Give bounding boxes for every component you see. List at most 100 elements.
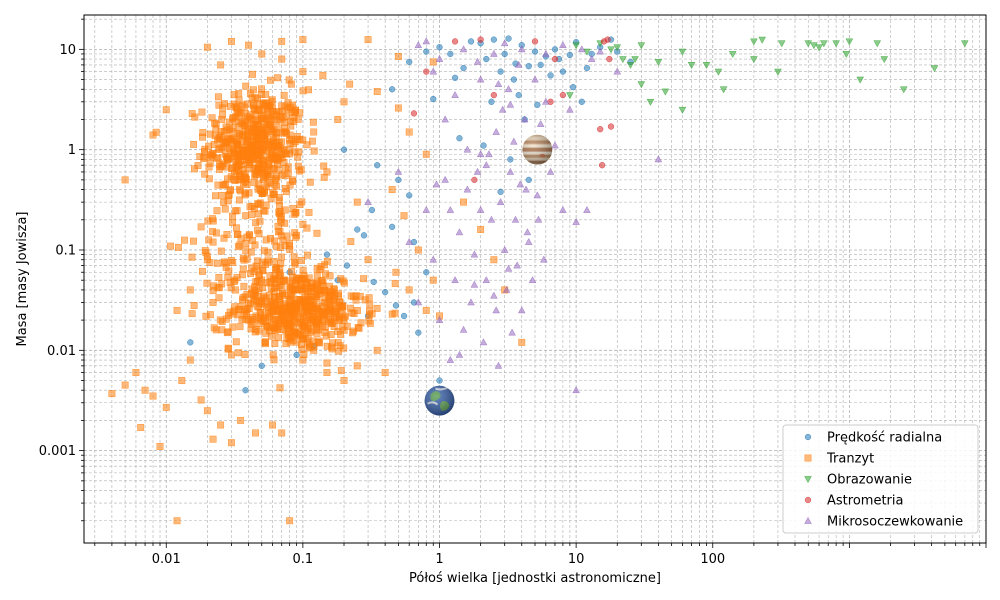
point-tranzyt [256, 106, 264, 114]
point-tranzyt [356, 292, 364, 300]
point-tranzyt [225, 145, 233, 153]
point-tranzyt [360, 275, 368, 283]
point-tranzyt [323, 257, 331, 265]
point-tranzyt [239, 265, 247, 273]
point-tranzyt [190, 302, 198, 309]
series-circle [410, 36, 615, 184]
point-obrazowanie [899, 86, 908, 94]
point-tranzyt [254, 155, 262, 163]
point-mikrosoczewkowanie [559, 41, 567, 49]
point-tranzyt [394, 52, 402, 60]
point-tranzyt [325, 282, 333, 290]
point-tranzyt [334, 290, 342, 298]
planet-images [424, 134, 553, 416]
point-predkosc-radialna [406, 58, 413, 66]
point-tranzyt [243, 100, 251, 108]
point-astrometria [477, 36, 484, 43]
point-predkosc-radialna [360, 232, 368, 239]
point-tranzyt [280, 159, 288, 166]
point-tranzyt [191, 113, 199, 121]
point-tranzyt [275, 307, 283, 315]
point-tranzyt [209, 228, 217, 236]
point-mikrosoczewkowanie [476, 75, 485, 83]
point-tranzyt [298, 198, 306, 206]
point-tranzyt [299, 220, 307, 228]
point-mikrosoczewkowanie [490, 291, 498, 299]
point-tranzyt [221, 100, 228, 108]
legend-label: Mikrosoczewkowanie [827, 515, 963, 530]
point-tranzyt [263, 302, 271, 310]
point-tranzyt [284, 170, 292, 178]
point-tranzyt [388, 310, 396, 318]
point-predkosc-radialna [497, 188, 504, 195]
point-mikrosoczewkowanie [405, 237, 414, 245]
point-predkosc-radialna [381, 288, 389, 296]
point-tranzyt [373, 346, 381, 354]
point-obrazowanie [758, 36, 766, 44]
point-tranzyt [241, 191, 249, 199]
point-mikrosoczewkowanie [559, 205, 567, 213]
point-tranzyt [338, 323, 346, 331]
x-axis-label: Półoś wielka [jednostki astronomiczne] [409, 571, 661, 586]
point-tranzyt [337, 304, 345, 312]
point-predkosc-radialna [340, 146, 348, 153]
point-tranzyt [299, 68, 307, 76]
point-tranzyt [243, 233, 251, 241]
point-tranzyt [239, 254, 247, 262]
point-tranzyt [313, 272, 321, 279]
point-tranzyt [149, 131, 157, 139]
point-tranzyt [262, 172, 270, 180]
point-mikrosoczewkowanie [587, 54, 596, 62]
point-mikrosoczewkowanie [541, 49, 550, 57]
point-tranzyt [355, 324, 363, 332]
point-tranzyt [314, 338, 322, 346]
point-tranzyt [213, 259, 221, 267]
point-mikrosoczewkowanie [476, 205, 485, 213]
point-tranzyt [205, 163, 213, 171]
point-mikrosoczewkowanie [654, 155, 663, 163]
legend: Prędkość radialna Tranzyt Obrazowanie Astro… [782, 424, 979, 534]
point-tranzyt [205, 175, 213, 183]
point-tranzyt [235, 349, 243, 357]
point-tranzyt [340, 98, 348, 106]
point-mikrosoczewkowanie [577, 45, 586, 53]
point-predkosc-radialna [547, 72, 554, 79]
point-tranzyt [391, 280, 399, 288]
point-astrometria [410, 110, 418, 117]
point-tranzyt [264, 248, 272, 256]
point-mikrosoczewkowanie [498, 105, 507, 113]
point-predkosc-radialna [406, 192, 413, 199]
point-obrazowanie [804, 40, 813, 48]
point-mikrosoczewkowanie [520, 115, 529, 123]
point-predkosc-radialna [534, 101, 541, 108]
point-mikrosoczewkowanie [455, 350, 464, 358]
point-mikrosoczewkowanie [528, 276, 537, 284]
point-tranzyt [292, 209, 300, 217]
point-tranzyt [223, 156, 231, 164]
point-tranzyt [267, 234, 274, 242]
point-predkosc-radialna [488, 98, 495, 105]
point-predkosc-radialna [436, 44, 443, 51]
data-points [108, 35, 969, 525]
point-tranzyt [248, 211, 256, 219]
point-tranzyt [364, 256, 372, 264]
point-tranzyt [306, 178, 314, 186]
point-mikrosoczewkowanie [511, 215, 520, 223]
point-tranzyt [212, 192, 219, 200]
point-tranzyt [305, 343, 313, 351]
point-tranzyt [273, 264, 281, 272]
point-tranzyt [209, 435, 217, 443]
point-astrometria [490, 91, 498, 99]
point-tranzyt [242, 82, 250, 90]
point-tranzyt [249, 70, 256, 78]
point-tranzyt [273, 182, 280, 190]
point-tranzyt [477, 226, 485, 233]
point-tranzyt [241, 110, 249, 118]
point-tranzyt [307, 328, 315, 336]
point-tranzyt [304, 251, 311, 259]
point-predkosc-radialna [258, 362, 265, 369]
point-predkosc-radialna [415, 329, 422, 336]
point-tranzyt [350, 293, 358, 301]
legend-label: Prędkość radialna [827, 431, 942, 446]
y-tick-label: 0.001 [39, 444, 76, 459]
